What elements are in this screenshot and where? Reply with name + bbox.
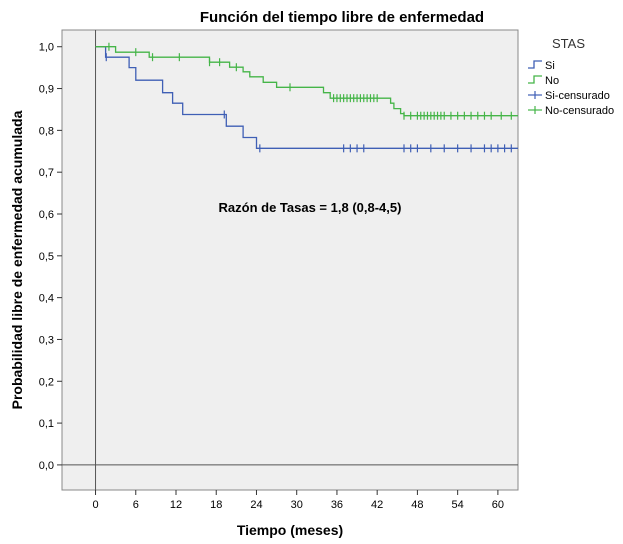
x-tick-label: 0 xyxy=(92,499,98,511)
legend: STAS Si No Si-censurado No-censurado xyxy=(528,36,614,117)
x-axis-label: Tiempo (meses) xyxy=(237,522,343,538)
x-tick-label: 30 xyxy=(291,499,303,511)
legend-title: STAS xyxy=(552,36,585,51)
legend-swatch-line xyxy=(528,75,542,84)
legend-entry: Si-censurado xyxy=(528,90,610,102)
series-line-no xyxy=(95,46,518,117)
x-tick-label: 24 xyxy=(250,499,262,511)
legend-entry: Si xyxy=(528,60,555,72)
plot-area xyxy=(61,29,519,491)
y-tick-label: 0,4 xyxy=(39,293,54,305)
x-tick-label: 42 xyxy=(371,499,383,511)
y-tick-label: 0,0 xyxy=(39,460,54,472)
legend-entry: No-censurado xyxy=(528,105,614,117)
y-axis-label: Probabilidad libre de enfermedad acumula… xyxy=(9,110,25,409)
x-tick-label: 6 xyxy=(133,499,139,511)
axis-ticks-layer: 0,0 0,1 0,2 0,3 0,4 0,5 0,6 0,7 0,8 0,9 1,0 0 6 12 18 2… xyxy=(39,30,518,511)
y-tick-label: 0,7 xyxy=(39,167,54,179)
x-tick-label: 12 xyxy=(170,499,182,511)
legend-swatch-line xyxy=(528,60,542,69)
legend-label: No xyxy=(545,75,559,87)
y-tick-label: 1,0 xyxy=(39,42,54,54)
x-tick-label: 18 xyxy=(210,499,222,511)
y-tick-label: 0,9 xyxy=(39,84,54,96)
x-tick-label: 54 xyxy=(452,499,464,511)
legend-label: Si xyxy=(545,60,555,72)
y-tick-label: 0,3 xyxy=(39,334,54,346)
y-tick-label: 0,5 xyxy=(39,251,54,263)
series-line-si xyxy=(95,46,518,149)
y-tick-label: 0,6 xyxy=(39,209,54,221)
legend-entry: No xyxy=(528,75,559,87)
y-tick-label: 0,8 xyxy=(39,125,54,137)
y-tick-label: 0,2 xyxy=(39,376,54,388)
rate-ratio-annotation: Razón de Tasas = 1,8 (0,8-4,5) xyxy=(219,200,402,215)
y-tick-label: 0,1 xyxy=(39,418,54,430)
chart-title: Función del tiempo libre de enfermedad xyxy=(200,9,484,26)
x-tick-label: 60 xyxy=(492,499,504,511)
x-tick-label: 36 xyxy=(331,499,343,511)
x-tick-label: 48 xyxy=(411,499,423,511)
legend-label: Si-censurado xyxy=(545,90,610,102)
series-layer xyxy=(95,42,518,153)
legend-label: No-censurado xyxy=(545,105,614,117)
